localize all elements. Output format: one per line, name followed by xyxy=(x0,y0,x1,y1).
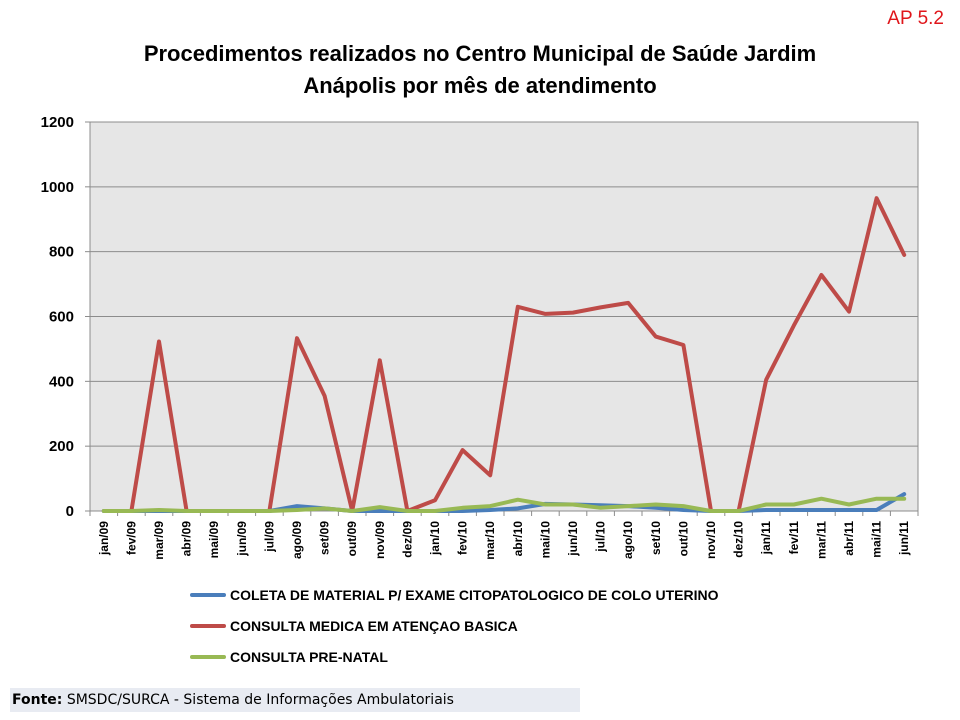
y-tick-label: 600 xyxy=(49,309,74,326)
y-tick-label: 1200 xyxy=(41,114,74,131)
region-tag: AP 5.2 xyxy=(887,8,944,29)
legend-label-pre-natal: CONSULTA PRE-NATAL xyxy=(230,649,388,665)
source-footer: Fonte: SMSDC/SURCA - Sistema de Informaç… xyxy=(10,688,580,712)
y-tick-label: 800 xyxy=(49,244,74,261)
legend-swatch-coleta xyxy=(190,593,226,597)
x-tick-label: abr/10 xyxy=(511,521,525,557)
x-tick-label: jul/09 xyxy=(262,521,276,553)
source-label: Fonte: xyxy=(12,692,63,708)
x-tick-label: out/10 xyxy=(676,521,690,557)
y-tick-label: 200 xyxy=(49,438,74,455)
x-tick-label: mar/11 xyxy=(814,521,828,559)
x-tick-label: mar/10 xyxy=(483,521,497,560)
x-tick-label: dez/09 xyxy=(400,521,414,558)
x-tick-label: abr/09 xyxy=(180,521,194,557)
line-chart: 0 200 400 600 800 1000 1200 jan/09 fev/09 mar/09… xyxy=(41,114,919,560)
x-tick-label: jun/10 xyxy=(566,521,580,557)
legend-label-coleta: COLETA DE MATERIAL P/ EXAME CITOPATOLOGI… xyxy=(230,587,719,603)
x-tick-label: jan/10 xyxy=(428,521,442,556)
chart-title-line-2: Anápolis por mês de atendimento xyxy=(303,73,657,98)
x-tick-label: set/10 xyxy=(649,521,663,555)
x-tick-label: set/09 xyxy=(318,521,332,555)
legend-item-pre-natal: CONSULTA PRE-NATAL xyxy=(190,646,718,668)
x-axis: jan/09 fev/09 mar/09 abr/09 mai/09 jun/09 jul/… xyxy=(89,511,919,560)
x-tick-label: mai/11 xyxy=(870,521,884,558)
x-tick-label: abr/11 xyxy=(842,521,856,556)
x-tick-label: nov/10 xyxy=(704,521,718,559)
y-axis: 0 200 400 600 800 1000 1200 xyxy=(41,114,90,520)
x-tick-label: fev/11 xyxy=(787,521,801,555)
x-tick-label: mai/10 xyxy=(538,521,552,559)
x-tick-label: fev/09 xyxy=(124,521,138,555)
legend-label-consulta-medica: CONSULTA MEDICA EM ATENÇAO BASICA xyxy=(230,618,518,634)
x-tick-label: nov/09 xyxy=(373,521,387,559)
legend-swatch-pre-natal xyxy=(190,655,226,659)
x-tick-label: fev/10 xyxy=(456,521,470,555)
x-tick-label: ago/09 xyxy=(290,521,304,559)
y-tick-label: 0 xyxy=(66,503,74,520)
x-tick-label: jun/09 xyxy=(235,521,249,557)
source-text: SMSDC/SURCA - Sistema de Informações Amb… xyxy=(62,692,454,708)
x-tick-label: jul/10 xyxy=(594,521,608,553)
chart-title: Procedimentos realizados no Centro Munic… xyxy=(80,38,880,102)
x-tick-label: out/09 xyxy=(345,521,359,557)
x-tick-label: jan/11 xyxy=(759,521,773,556)
legend-swatch-consulta-medica xyxy=(190,624,226,628)
x-tick-label: jun/11 xyxy=(897,521,911,556)
y-tick-label: 400 xyxy=(49,373,74,390)
x-tick-label: mai/09 xyxy=(207,521,221,559)
legend-item-coleta: COLETA DE MATERIAL P/ EXAME CITOPATOLOGI… xyxy=(190,584,718,606)
x-tick-label: dez/10 xyxy=(732,521,746,558)
y-tick-label: 1000 xyxy=(41,179,74,196)
chart-title-line-1: Procedimentos realizados no Centro Munic… xyxy=(143,41,817,66)
x-tick-label: mar/09 xyxy=(152,521,166,560)
x-tick-label: jan/09 xyxy=(97,521,111,556)
legend: COLETA DE MATERIAL P/ EXAME CITOPATOLOGI… xyxy=(190,584,718,677)
series-line-2 xyxy=(101,496,907,513)
series-group xyxy=(101,196,907,513)
legend-item-consulta-medica: CONSULTA MEDICA EM ATENÇAO BASICA xyxy=(190,615,718,637)
x-tick-label: ago/10 xyxy=(621,521,635,559)
